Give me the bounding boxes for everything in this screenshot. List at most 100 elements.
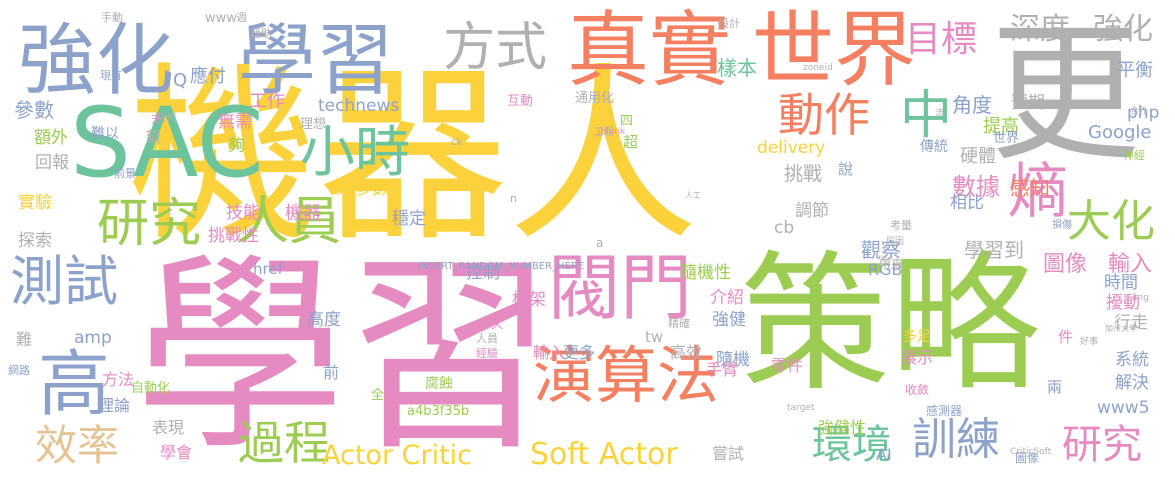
cloud-word: 表現 [152, 418, 185, 437]
cloud-word: 訓練 [912, 414, 1000, 465]
cloud-word: 現有 [100, 69, 122, 82]
cloud-word: 精確 [668, 317, 690, 330]
cloud-word: 控制 [466, 263, 500, 283]
cloud-word: 平衡 [1117, 60, 1153, 81]
cloud-word: 學會 [160, 443, 193, 462]
cloud-word: 超參數 [336, 178, 390, 199]
cloud-word: 感知 [1010, 176, 1050, 200]
cloud-word: php [1127, 103, 1160, 123]
cloud-word: Actor Critic [322, 440, 473, 471]
cloud-word: 深度 [1010, 12, 1070, 47]
cloud-word: 經驗 [476, 347, 498, 360]
cloud-word: 理論 [98, 396, 131, 415]
cloud-word: 真實 [567, 3, 732, 98]
cloud-word: RGB [868, 260, 903, 279]
cloud-word: 行走 [1114, 313, 1148, 333]
cloud-word: 腐蝕 [425, 376, 453, 392]
cloud-word: 人員 [476, 332, 498, 345]
cloud-word: 合作 [1130, 107, 1149, 117]
cloud-word: 數據 [952, 173, 1000, 201]
cloud-word: 網路 [8, 364, 30, 377]
cloud-word: Google [1088, 122, 1152, 143]
cloud-word: 角度 [952, 93, 992, 117]
cloud-word: 天 [151, 115, 161, 126]
cloud-word: www [205, 11, 237, 26]
cloud-word: 通用化 [575, 91, 615, 106]
cloud-word: 方法 [102, 370, 135, 389]
cloud-word: 傳統 [920, 139, 948, 155]
cloud-word: 世界 [752, 3, 917, 98]
cloud-word: 件 [1058, 328, 1074, 346]
cloud-word: a4b3f35b [407, 404, 470, 419]
cloud-word: 效率 [35, 421, 120, 470]
cloud-word: 神經 [1123, 149, 1145, 162]
cloud-word: 小時 [300, 120, 411, 184]
cloud-word: 強健性 [818, 418, 867, 437]
cloud-word: 好事 [1080, 337, 1099, 347]
cloud-word: 圖像 [1015, 451, 1040, 465]
cloud-word: 強化 [18, 16, 175, 106]
cloud-word: 人工 [685, 191, 701, 200]
cloud-word: 調節 [795, 201, 829, 221]
cloud-word: 樣本 [717, 56, 757, 80]
cloud-word: tw [645, 328, 664, 346]
cloud-word: 新 [146, 128, 162, 146]
cloud-word: 隨機性 [680, 263, 731, 283]
cloud-word: 強化 [1093, 12, 1153, 47]
cloud-word: Q [173, 70, 188, 91]
cloud-word: 框架 [512, 290, 546, 310]
cloud-word: 人員 [237, 192, 342, 252]
cloud-word: 設計 [718, 17, 740, 30]
cloud-word: 預期 [1011, 93, 1045, 113]
cloud-word: 時間 [1104, 273, 1138, 293]
cloud-word: 方式 [443, 18, 548, 78]
cloud-word: 週 [236, 11, 247, 24]
cloud-word: 挑戰 [784, 163, 823, 185]
cloud-word: 難 [16, 330, 33, 349]
cloud-word: img [1132, 293, 1149, 303]
cloud-word: 考量 [890, 219, 912, 232]
cloud-word: 回報 [35, 153, 69, 173]
cloud-word: _blank [596, 127, 626, 137]
cloud-word: 全 [371, 388, 385, 403]
cloud-word: 帶來 [879, 257, 904, 271]
cloud-word: 大化 [1067, 196, 1155, 247]
cloud-word: 環境 [812, 422, 892, 468]
cloud-word: 高度 [307, 310, 341, 330]
cloud-word: 時代 [155, 111, 177, 124]
cloud-word: 多足 [903, 329, 931, 345]
cloud-word: 高 [38, 342, 111, 426]
cloud-word: 自動化 [131, 381, 171, 396]
cloud-word: 學習 [238, 16, 395, 106]
cloud-word: 流 [935, 109, 945, 119]
cloud-word: n [510, 192, 517, 205]
cloud-word: 隨機 [716, 350, 750, 370]
cloud-word: 強健 [712, 310, 746, 330]
cloud-word: 學習到 [964, 238, 1024, 262]
cloud-word: a [596, 236, 604, 250]
cloud-word: 觀察 [861, 238, 901, 262]
cloud-word: 說 [838, 160, 854, 178]
cloud-word: 探索 [18, 231, 52, 251]
cloud-word: 系統 [1115, 350, 1149, 370]
cloud-word: 加州大學 [1105, 324, 1137, 333]
cloud-word: 工作 [249, 91, 285, 112]
cloud-word: 硬體 [960, 146, 996, 167]
cloud-word: 理想 [300, 117, 327, 132]
cloud-word: 額外 [34, 128, 68, 148]
cloud-word: 高效 [670, 343, 703, 362]
cloud-word: delivery [757, 138, 826, 158]
cloud-word: 手臂 [706, 360, 739, 379]
cloud-word: 應付 [190, 66, 226, 87]
cloud-word: 技能 [226, 203, 260, 223]
cloud-word: amp [74, 328, 112, 348]
cloud-word: 研究 [97, 194, 202, 254]
cloud-word: 策略 [740, 238, 1041, 412]
cloud-word: 藉助 [250, 27, 272, 40]
cloud-word: 中 [900, 86, 953, 146]
cloud-word: 更 [990, 8, 1141, 182]
cloud-word: 感測器 [926, 404, 963, 418]
cloud-word: 原因 [886, 237, 905, 247]
cloud-word: ck [451, 137, 463, 148]
cloud-word: 目標 [905, 19, 978, 60]
